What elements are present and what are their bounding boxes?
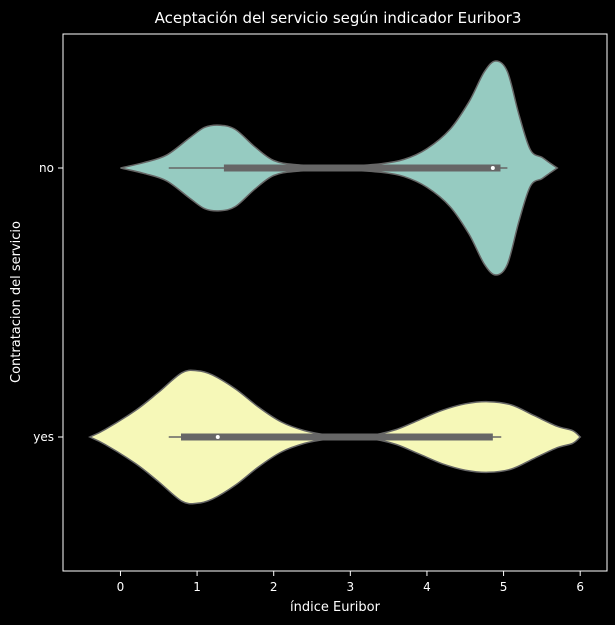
median-point-yes: [215, 435, 220, 439]
x-axis: 0 1 2 3 4 5 6: [117, 571, 584, 594]
iqr-box-yes: [180, 433, 493, 441]
x-tick-label: 2: [270, 580, 278, 594]
violin-no: [120, 60, 559, 276]
y-tick-label-no: no: [39, 161, 54, 175]
plot-frame: [62, 33, 608, 572]
x-tick-label: 5: [500, 580, 508, 594]
x-tick-label: 1: [193, 580, 201, 594]
chart-title: Aceptación del servicio según indicador …: [155, 9, 522, 27]
y-tick-label-yes: yes: [33, 430, 54, 444]
median-point-no: [490, 166, 495, 170]
violin-yes: [88, 369, 582, 505]
x-axis-label: índice Euribor: [290, 600, 381, 615]
y-axis: no yes: [33, 161, 63, 444]
x-tick-label: 4: [423, 580, 431, 594]
iqr-box-no: [223, 164, 501, 172]
x-tick-label: 3: [347, 580, 355, 594]
x-tick-label: 6: [576, 580, 584, 594]
x-tick-label: 0: [117, 580, 125, 594]
plot-area: [88, 60, 582, 505]
y-axis-label: Contratacion del servicio: [9, 221, 24, 383]
